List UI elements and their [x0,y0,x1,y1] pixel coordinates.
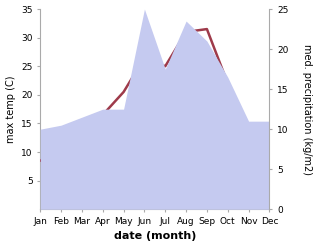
Y-axis label: med. precipitation (kg/m2): med. precipitation (kg/m2) [302,44,313,175]
Y-axis label: max temp (C): max temp (C) [5,75,16,143]
X-axis label: date (month): date (month) [114,231,196,242]
